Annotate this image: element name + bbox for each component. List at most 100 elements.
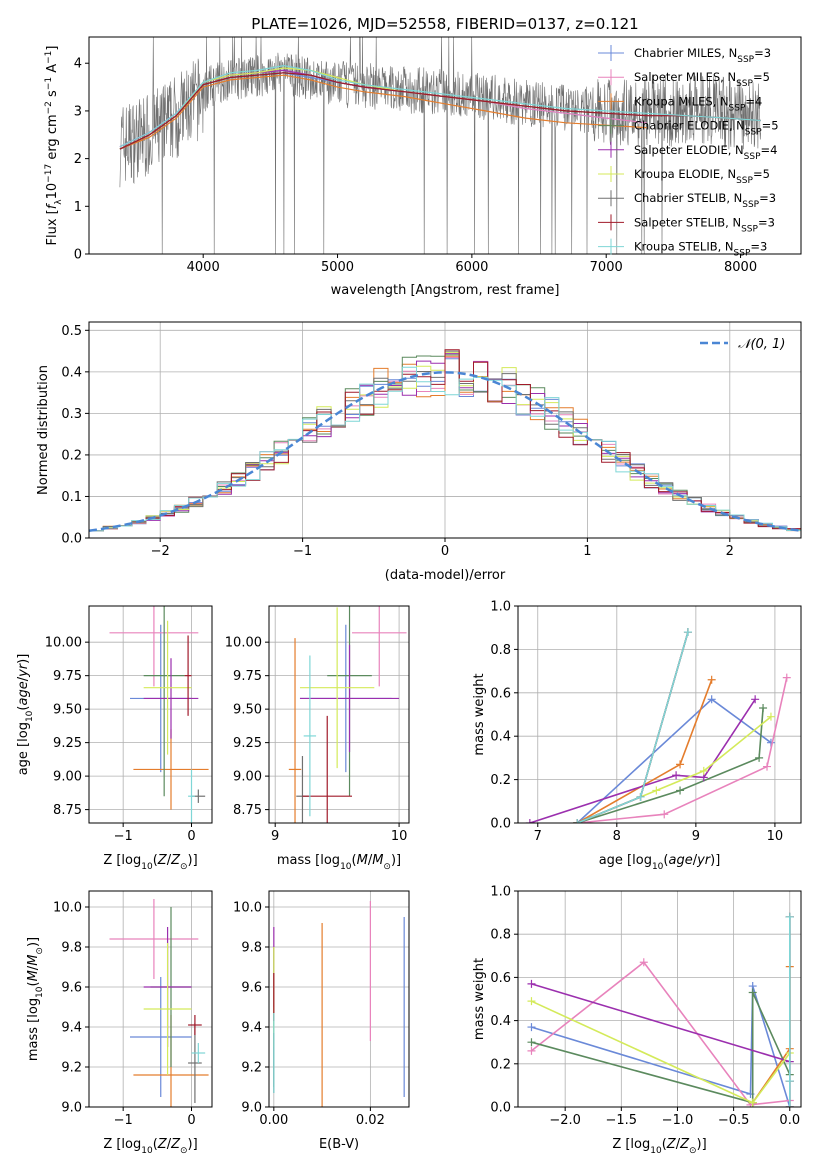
x-tick-label: 2 bbox=[726, 544, 734, 559]
axes-frame bbox=[517, 605, 802, 824]
weight-marker-kroupa-stelib bbox=[785, 1077, 794, 1086]
axes-frame bbox=[88, 36, 802, 255]
x-tick-label: −1.0 bbox=[662, 1113, 694, 1128]
y-tick-label: 10.00 bbox=[225, 636, 262, 651]
y-tick-label: 0 bbox=[74, 248, 82, 263]
x-tick-label: 0 bbox=[187, 1113, 195, 1128]
y-tick-label: 9.25 bbox=[53, 736, 82, 751]
x-tick-label: 4000 bbox=[187, 260, 220, 275]
weight-line-chabrier-miles bbox=[576, 698, 772, 823]
y-tick-label: 9.0 bbox=[241, 1101, 262, 1116]
weight-marker-kroupa-elodie bbox=[652, 786, 661, 795]
y-tick-label: 0.2 bbox=[490, 773, 511, 788]
y-tick-label: 9.2 bbox=[61, 1061, 82, 1076]
weight-line-kroupa-stelib bbox=[576, 631, 689, 823]
weight-marker-salpeter-elodie bbox=[751, 695, 760, 704]
y-tick-label: 0.1 bbox=[61, 490, 82, 505]
weight-marker-salpeter-miles bbox=[527, 1046, 536, 1055]
y-tick-label: 9.8 bbox=[241, 941, 262, 956]
weight-line-salpeter-elodie bbox=[529, 698, 756, 823]
panel-age_vs_mass: 9 10 8.75 9.00 9.25 9.50 9.75 10.00 mass [log10(… bbox=[225, 605, 410, 872]
y-tick-label: 0.4 bbox=[61, 365, 82, 380]
y-tick-label: 9.50 bbox=[53, 703, 82, 718]
weight-marker-kroupa-stelib bbox=[785, 1103, 794, 1107]
legend-label-salpeter-elodie: Salpeter ELODIE, NSSP=4 bbox=[634, 143, 777, 162]
axes-frame bbox=[88, 890, 213, 1108]
weight-marker-kroupa-elodie bbox=[699, 766, 708, 775]
gaussian-curve bbox=[89, 371, 801, 532]
y-axis-label: mass [log10(M/M⊙)] bbox=[26, 937, 45, 1061]
plot-area-mass_vs_ebv bbox=[273, 901, 405, 1107]
y-axis-label: Normed distribution bbox=[36, 365, 51, 495]
y-tick-label: 0.4 bbox=[490, 730, 511, 745]
axes-frame bbox=[88, 605, 213, 824]
legend-label-kroupa-stelib: Kroupa STELIB, NSSP=3 bbox=[634, 240, 767, 259]
model-line-kroupa-miles bbox=[119, 74, 647, 150]
y-tick-label: 0.0 bbox=[61, 532, 82, 547]
y-tick-label: 9.8 bbox=[61, 941, 82, 956]
weight-marker-salpeter-elodie bbox=[527, 979, 536, 988]
model-line-salpeter-stelib bbox=[119, 72, 761, 150]
x-tick-label: 5000 bbox=[321, 260, 354, 275]
legend-label-gaussian: 𝒩(0, 1) bbox=[738, 337, 785, 352]
y-tick-label: 0.2 bbox=[490, 1057, 511, 1072]
x-axis-label: Z [log10(Z/Z⊙)] bbox=[103, 1137, 197, 1156]
model-line-kroupa-stelib bbox=[119, 64, 761, 148]
y-tick-label: 9.6 bbox=[241, 981, 262, 996]
x-tick-label: 0.00 bbox=[259, 1113, 288, 1128]
y-tick-label: 0.4 bbox=[490, 1014, 511, 1029]
panel-residuals: −2 −1 0 1 2 0.0 0.1 0.2 0.3 0.4 0.5 (data-model)/er… bbox=[36, 321, 802, 583]
y-tick-label: 0.0 bbox=[490, 1101, 511, 1116]
y-tick-label: 8.75 bbox=[53, 803, 82, 818]
weight-marker-salpeter-elodie bbox=[672, 771, 681, 780]
plot-area-residuals bbox=[89, 349, 801, 532]
y-tick-label: 0.8 bbox=[490, 643, 511, 658]
y-tick-label: 9.6 bbox=[61, 981, 82, 996]
y-tick-label: 8.75 bbox=[233, 803, 262, 818]
weight-marker-chabrier-elodie bbox=[527, 1038, 536, 1047]
weight-marker-chabrier-elodie bbox=[755, 753, 764, 762]
axes-frame bbox=[268, 605, 410, 824]
weight-marker-chabrier-elodie bbox=[759, 703, 768, 712]
x-tick-label: −1 bbox=[114, 1113, 133, 1128]
x-tick-label: −2 bbox=[151, 544, 170, 559]
y-axis-label: Flux [fλ10−17 erg cm−2 s−1 A−1] bbox=[44, 46, 64, 246]
weight-line-chabrier-elodie bbox=[577, 707, 764, 823]
y-tick-label: 9.0 bbox=[61, 1101, 82, 1116]
plot-area-age_vs_mass bbox=[288, 606, 407, 823]
data-spectrum-line bbox=[119, 37, 761, 254]
x-axis-label: mass [log10(M/M⊙)] bbox=[277, 853, 401, 872]
x-tick-label: 7 bbox=[534, 829, 542, 844]
weight-marker-chabrier-miles bbox=[527, 1023, 536, 1032]
y-tick-label: 9.4 bbox=[241, 1021, 262, 1036]
spectrum-title: PLATE=1026, MJD=52558, FIBERID=0137, z=0… bbox=[251, 15, 638, 33]
panel-mass_vs_Z: −1 0 9.0 9.2 9.4 9.6 9.8 10.0 Z [log10(Z/Z⊙)] mas… bbox=[26, 890, 213, 1156]
legend-label-chabrier-miles: Chabrier MILES, NSSP=3 bbox=[634, 46, 771, 65]
weight-marker-salpeter-miles bbox=[660, 810, 669, 819]
y-tick-label: 2 bbox=[74, 152, 82, 167]
legend-label-salpeter-stelib: Salpeter STELIB, NSSP=3 bbox=[634, 215, 775, 234]
legend-label-chabrier-stelib: Chabrier STELIB, NSSP=3 bbox=[634, 191, 776, 210]
x-tick-label: 0 bbox=[441, 544, 449, 559]
plot-area-spectrum bbox=[119, 37, 761, 254]
x-tick-label: 10 bbox=[391, 829, 408, 844]
y-tick-label: 0.0 bbox=[490, 817, 511, 832]
y-tick-label: 9.25 bbox=[233, 736, 262, 751]
weight-line-chabrier-elodie bbox=[531, 992, 791, 1104]
weight-marker-salpeter-miles bbox=[782, 673, 791, 682]
legend-label-kroupa-elodie: Kroupa ELODIE, NSSP=5 bbox=[634, 167, 770, 186]
weight-marker-salpeter-miles bbox=[763, 762, 772, 771]
weight-marker-kroupa-stelib bbox=[573, 819, 582, 823]
y-tick-label: 1.0 bbox=[490, 600, 511, 615]
weight-marker-kroupa-elodie bbox=[748, 1098, 757, 1107]
axes-frame bbox=[517, 890, 802, 1108]
panel-massweight_vs_age: 7 8 9 10 0.0 0.2 0.4 0.6 0.8 1.0 age [log10(age/yr… bbox=[472, 600, 802, 872]
y-tick-label: 9.00 bbox=[233, 770, 262, 785]
x-tick-label: 6000 bbox=[455, 260, 488, 275]
x-tick-label: 8000 bbox=[724, 260, 757, 275]
x-axis-label: (data-model)/error bbox=[385, 568, 506, 583]
y-tick-label: 0.5 bbox=[61, 324, 82, 339]
y-tick-label: 1 bbox=[74, 200, 82, 215]
